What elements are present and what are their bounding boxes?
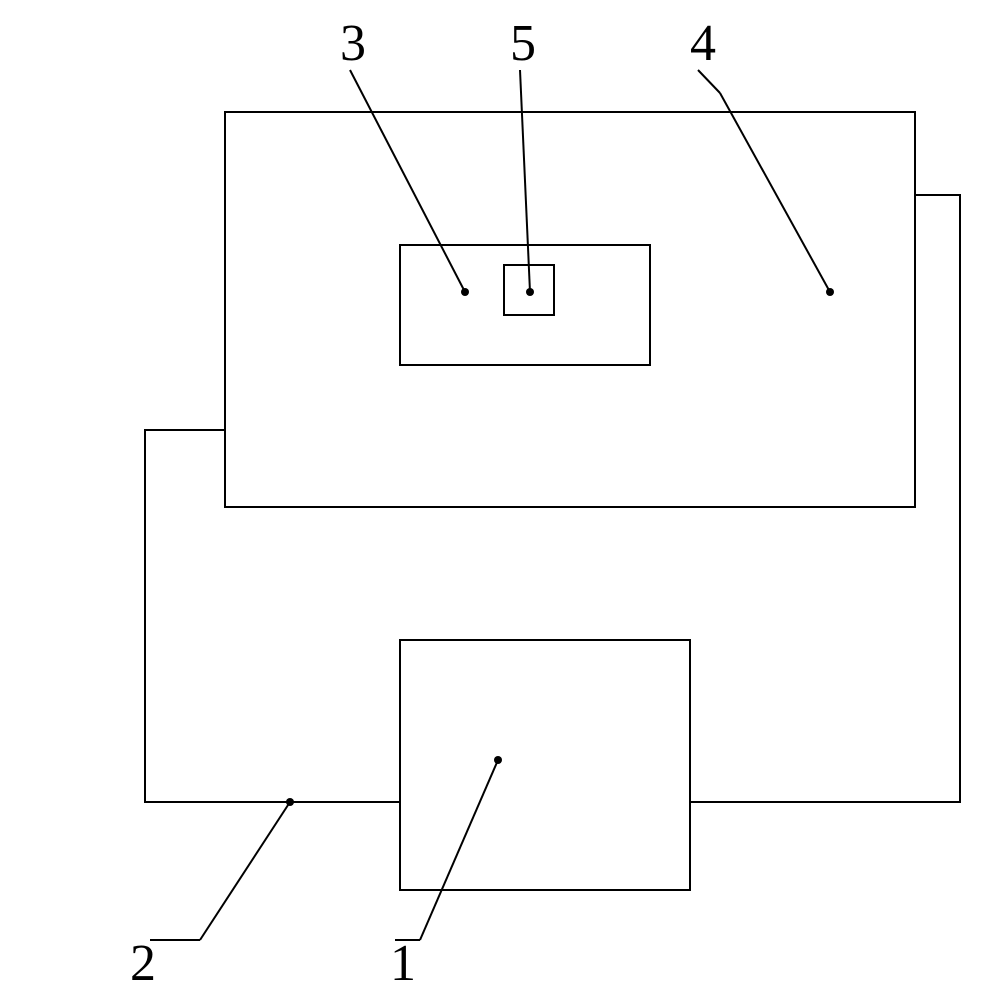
leader-line-5 <box>520 70 530 292</box>
block-1-rect <box>400 640 690 890</box>
marker-dot-2 <box>286 798 294 806</box>
block-3-rect <box>400 245 650 365</box>
leader-line-1-seg1 <box>420 760 498 940</box>
label-5: 5 <box>510 15 536 72</box>
marker-dot-3 <box>461 288 469 296</box>
label-1: 1 <box>390 935 416 992</box>
leader-line-2-seg1 <box>200 802 290 940</box>
label-4: 4 <box>690 15 716 72</box>
label-3: 3 <box>340 15 366 72</box>
block-4-outer-rect <box>225 112 915 507</box>
marker-dot-4 <box>826 288 834 296</box>
leader-line-3 <box>350 70 465 292</box>
marker-dot-1 <box>494 756 502 764</box>
leader-line-4-seg1 <box>698 70 720 93</box>
connector-left <box>145 430 400 802</box>
marker-dot-5 <box>526 288 534 296</box>
label-2: 2 <box>130 935 156 992</box>
diagram-canvas: 3 5 4 2 1 <box>0 0 1000 992</box>
leader-line-4-seg2 <box>720 93 830 292</box>
connector-right <box>690 195 960 802</box>
